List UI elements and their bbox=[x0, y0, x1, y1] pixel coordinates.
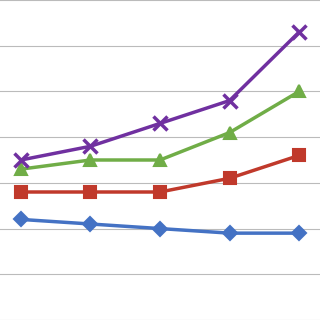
Purple x bbox=[297, 30, 301, 34]
Blue diamond bbox=[19, 218, 23, 221]
Blue diamond bbox=[228, 231, 231, 235]
Green triangle bbox=[228, 131, 231, 134]
Purple x bbox=[19, 158, 23, 162]
Red square bbox=[19, 190, 23, 194]
Red square bbox=[297, 154, 301, 157]
Blue diamond bbox=[297, 231, 301, 235]
Red square bbox=[89, 190, 92, 194]
Line: Blue diamond: Blue diamond bbox=[16, 215, 304, 238]
Green triangle bbox=[297, 90, 301, 93]
Blue diamond bbox=[89, 222, 92, 226]
Blue diamond bbox=[158, 227, 162, 230]
Purple x bbox=[158, 122, 162, 125]
Line: Purple x: Purple x bbox=[14, 25, 306, 167]
Purple x bbox=[228, 99, 231, 102]
Line: Green triangle: Green triangle bbox=[15, 85, 305, 175]
Line: Red square: Red square bbox=[15, 150, 305, 197]
Green triangle bbox=[158, 158, 162, 162]
Red square bbox=[158, 190, 162, 194]
Green triangle bbox=[19, 167, 23, 171]
Purple x bbox=[89, 144, 92, 148]
Red square bbox=[228, 176, 231, 180]
Green triangle bbox=[89, 158, 92, 162]
